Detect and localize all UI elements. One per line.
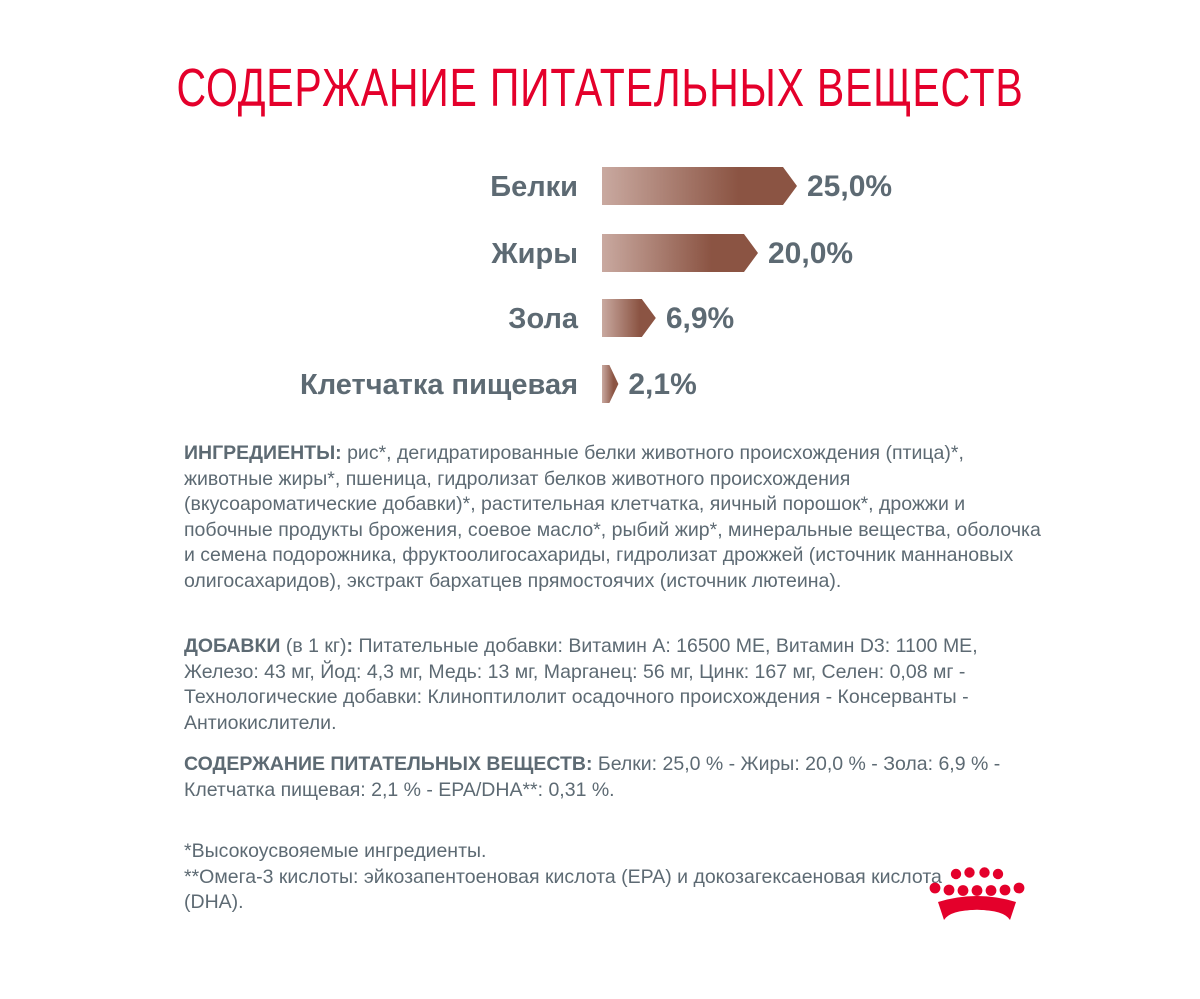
additives-colon: : xyxy=(346,635,359,657)
nutrients-label: СОДЕРЖАНИЕ ПИТАТЕЛЬНЫХ ВЕЩЕСТВ: xyxy=(184,753,598,775)
footnote-2: **Омега-3 кислоты: эйкозапентоеновая кис… xyxy=(184,865,942,914)
bar-label: Белки xyxy=(490,171,578,203)
nutrient-bar-chart: Белки 25,0% Жиры 20,0% Зола 6,9% Клетчатка пищ… xyxy=(300,167,892,403)
bar-value-label: 2,1% xyxy=(628,368,696,401)
ingredients-label: ИНГРЕДИЕНТЫ: xyxy=(184,442,348,464)
page-title: СОДЕРЖАНИЕ ПИТАТЕЛЬНЫХ ВЕЩЕСТВ xyxy=(176,58,1024,118)
bar-value-label: 20,0% xyxy=(768,237,853,270)
ingredients-text: рис*, дегидратированные белки животного … xyxy=(184,442,1041,592)
additives-qualifier: (в 1 кг) xyxy=(280,635,347,657)
bar-value-label: 6,9% xyxy=(666,302,734,335)
bar xyxy=(602,234,758,272)
bar xyxy=(602,299,656,337)
bar-label: Клетчатка пищевая xyxy=(300,369,578,401)
bar-label: Жиры xyxy=(490,238,578,270)
footnotes: *Высокоусвояемые ингредиенты. **Омега-3 … xyxy=(184,839,944,916)
footnote-1: *Высокоусвояемые ингредиенты. xyxy=(184,840,487,862)
bar-value-label: 25,0% xyxy=(807,170,892,203)
additives-label: ДОБАВКИ xyxy=(184,635,281,657)
bar xyxy=(602,365,619,403)
bar-label: Зола xyxy=(508,303,579,335)
nutrients-text: Белки: 25,0 % - Жиры: 20,0 % - Зола: 6,9… xyxy=(184,753,1001,801)
nutrients-paragraph: СОДЕРЖАНИЕ ПИТАТЕЛЬНЫХ ВЕЩЕСТВ: Белки: 2… xyxy=(184,752,1044,803)
royal-canin-crown-icon xyxy=(929,867,1025,920)
ingredients-paragraph: ИНГРЕДИЕНТЫ: рис*, дегидратированные бел… xyxy=(184,441,1044,595)
additives-paragraph: ДОБАВКИ (в 1 кг): Питательные добавки: В… xyxy=(184,634,1044,736)
bar xyxy=(602,167,797,205)
additives-text: Питательные добавки: Витамин A: 16500 МЕ… xyxy=(184,635,978,734)
